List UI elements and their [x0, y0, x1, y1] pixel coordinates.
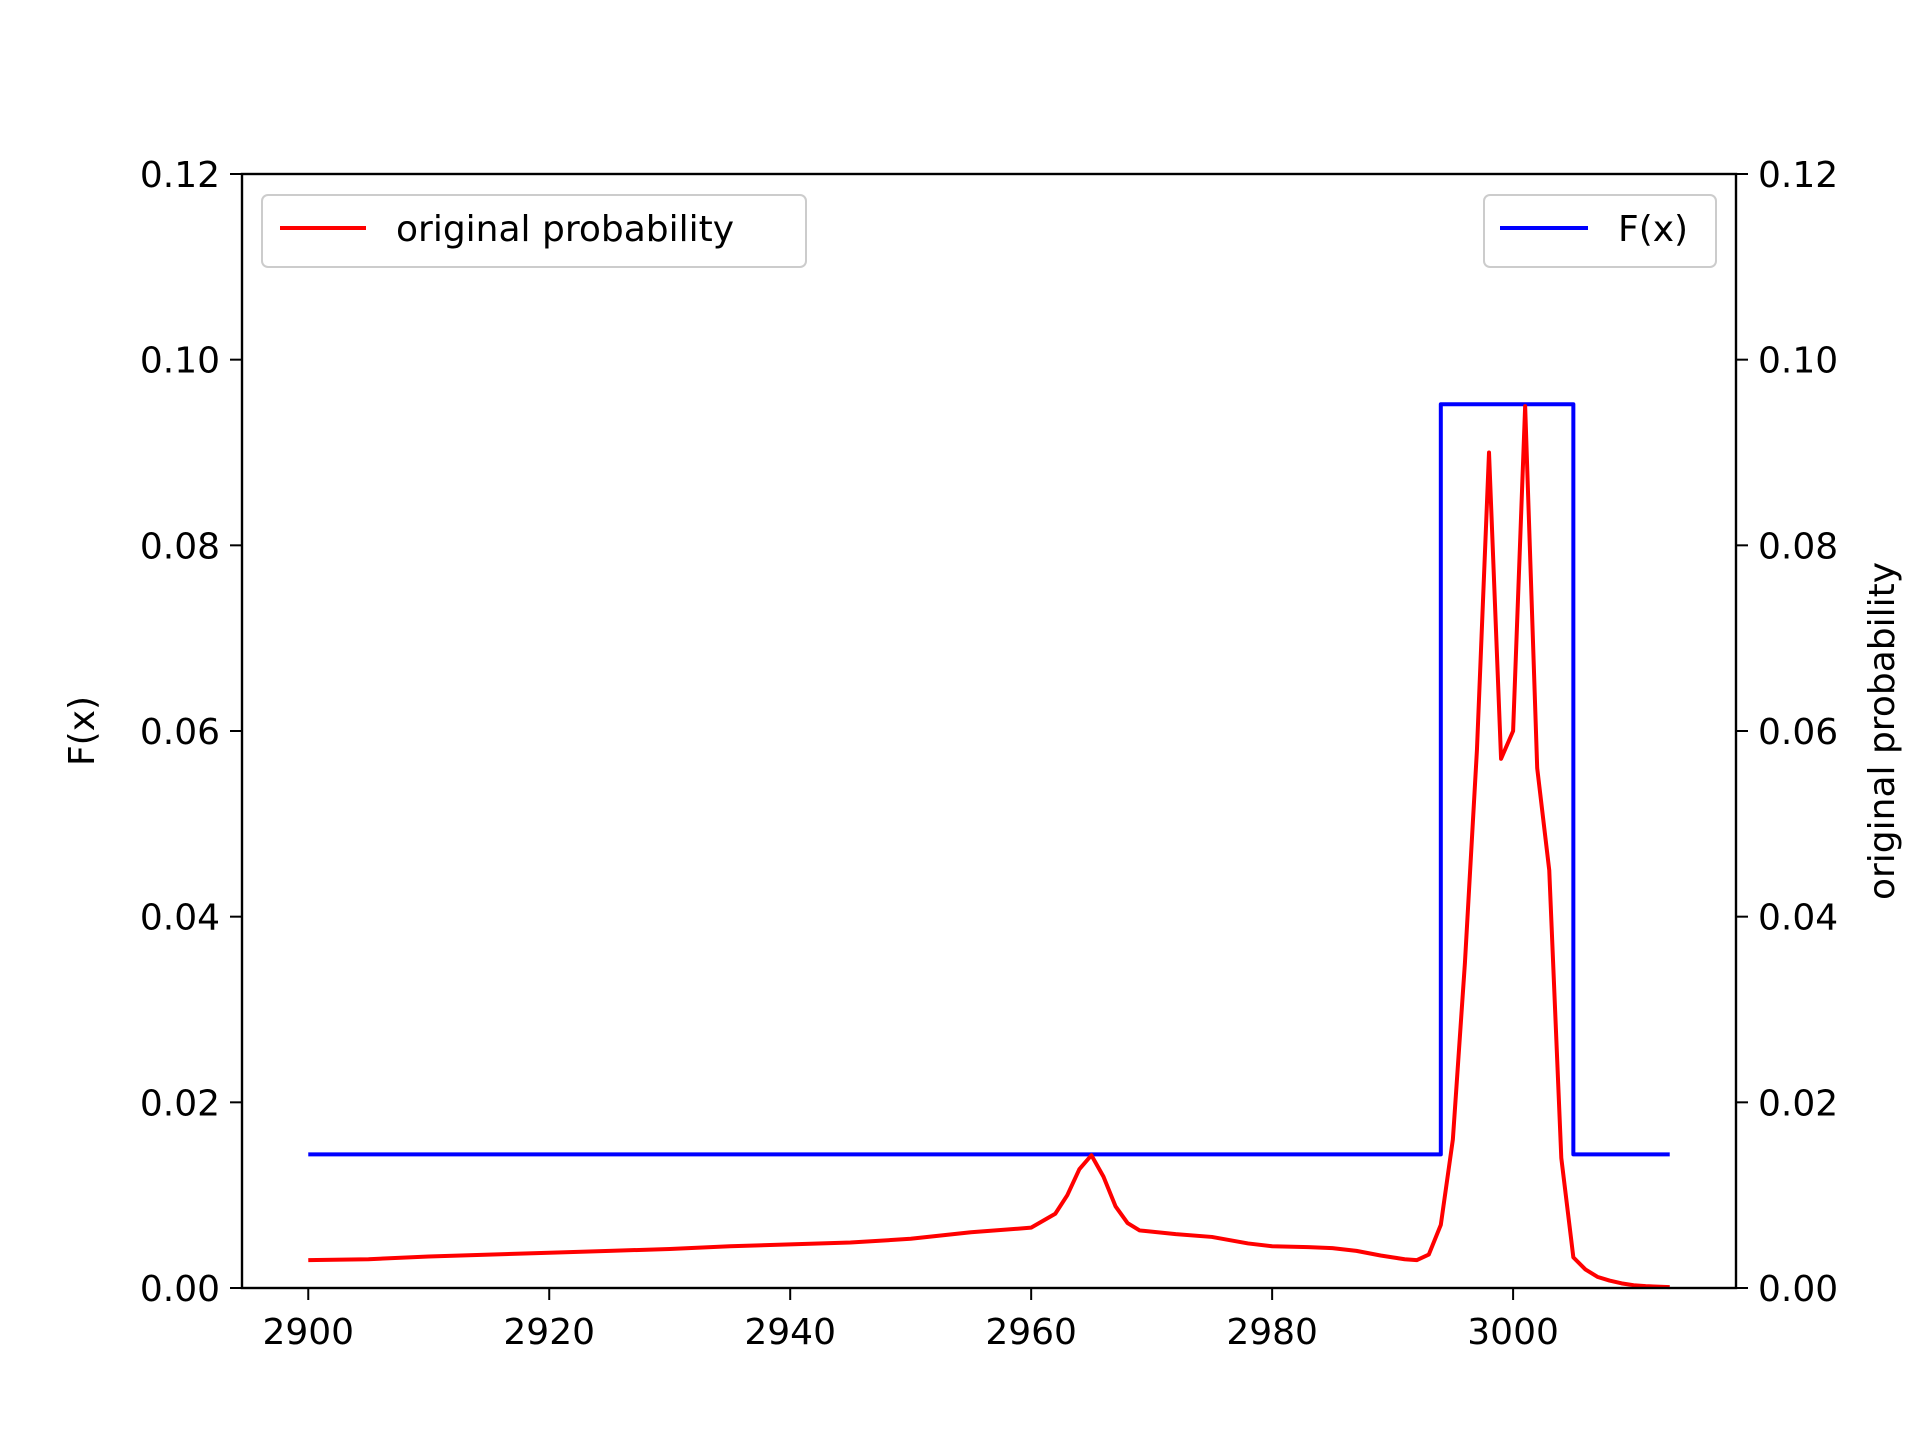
legend-label-original-probability: original probability [396, 209, 734, 250]
y-tick-label-right: 0.00 [1758, 1269, 1838, 1310]
y-tick-label-left: 0.08 [140, 526, 220, 567]
x-tick-label: 2940 [744, 1312, 836, 1353]
y-tick-label-right: 0.08 [1758, 526, 1838, 567]
y-tick-label-right: 0.10 [1758, 341, 1838, 382]
y-tick-label-right: 0.12 [1758, 155, 1838, 196]
y-tick-label-left: 0.06 [140, 712, 220, 753]
legend-original-probability: original probability [261, 194, 807, 268]
series-layer [308, 402, 1670, 1290]
y-tick-label-left: 0.12 [140, 155, 220, 196]
legend-box [261, 194, 807, 268]
x-tick-label: 3000 [1467, 1312, 1559, 1353]
legend-f-x: F(x) [1483, 194, 1717, 268]
x-tick-label: 2980 [1226, 1312, 1318, 1353]
series-line-original-probability [308, 404, 1670, 1290]
ticks-layer: 2900 2920 2940 2960 2980 3000 0.00 0.02 0.04 0.06… [140, 155, 1838, 1353]
x-tick-label: 2920 [503, 1312, 595, 1353]
series-line-f-x [308, 402, 1670, 1157]
x-tick-label: 2900 [262, 1312, 354, 1353]
legend-box [1483, 194, 1717, 268]
y-tick-label-left: 0.00 [140, 1269, 220, 1310]
y-axis-label-left: F(x) [62, 696, 103, 766]
legend-label-f-x: F(x) [1618, 209, 1688, 250]
y-axis-label-right: original probability [1862, 562, 1903, 900]
y-tick-label-left: 0.04 [140, 898, 220, 939]
y-tick-label-left: 0.10 [140, 341, 220, 382]
y-tick-label-right: 0.06 [1758, 712, 1838, 753]
y-tick-label-right: 0.02 [1758, 1083, 1838, 1124]
y-tick-label-right: 0.04 [1758, 898, 1838, 939]
x-tick-label: 2960 [985, 1312, 1077, 1353]
y-tick-label-left: 0.02 [140, 1083, 220, 1124]
